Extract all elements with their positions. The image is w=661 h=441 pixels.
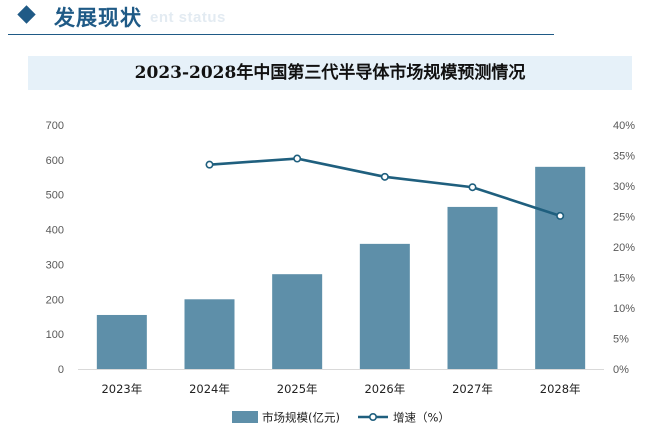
right-tick-label: 10% [613, 303, 635, 315]
x-axis: 2023年 2024年 2025年 2026年 2027年 2028年 [101, 382, 580, 396]
line-point [468, 183, 477, 192]
left-axis: 0 100 200 300 400 500 600 700 [46, 120, 64, 376]
right-axis: 0% 5% 10% 15% 20% 25% 30% 35% 40% [613, 120, 635, 376]
right-tick-label: 25% [613, 212, 635, 224]
category-label: 2025年 [277, 382, 318, 396]
left-tick-label: 500 [46, 190, 64, 202]
section-header: 发展现状 ent status [0, 0, 661, 36]
right-tick-label: 30% [613, 181, 635, 193]
category-label: 2027年 [452, 382, 493, 396]
category-label: 2023年 [101, 382, 142, 396]
legend-line-marker [368, 412, 377, 421]
section-title: 发展现状 [54, 6, 142, 30]
legend-bar-label: 市场规模(亿元) [262, 411, 340, 425]
chart-title-band [28, 56, 632, 90]
right-tick-label: 20% [613, 242, 635, 254]
left-tick-label: 0 [58, 364, 64, 376]
left-tick-label: 400 [46, 225, 64, 237]
right-tick-label: 35% [613, 151, 635, 163]
bar [447, 206, 498, 369]
line-point [380, 172, 389, 181]
bar [272, 274, 323, 369]
line-point [556, 211, 565, 220]
bar [96, 314, 147, 369]
section-subtitle: ent status [150, 9, 226, 26]
line-series [205, 154, 565, 220]
left-tick-label: 200 [46, 294, 64, 306]
left-tick-label: 300 [46, 259, 64, 271]
growth-line [209, 157, 561, 218]
right-tick-label: 5% [613, 334, 629, 346]
category-label: 2028年 [540, 382, 581, 396]
bar [535, 166, 586, 369]
legend: 市场规模(亿元) 增速（%） [232, 411, 450, 425]
category-label: 2024年 [189, 382, 230, 396]
right-tick-label: 0% [613, 364, 629, 376]
bar [359, 243, 410, 369]
line-point [293, 154, 302, 163]
left-tick-label: 600 [46, 155, 64, 167]
chart-title: 2023-2028年中国第三代半导体市场规模预测情况 [134, 63, 526, 83]
header-divider [8, 34, 554, 35]
legend-bar-swatch [232, 411, 258, 423]
left-tick-label: 700 [46, 120, 64, 132]
category-label: 2026年 [364, 382, 405, 396]
legend-line-label: 增速（%） [393, 411, 450, 425]
line-point [205, 160, 214, 169]
left-tick-label: 100 [46, 329, 64, 341]
right-tick-label: 15% [613, 273, 635, 285]
right-tick-label: 40% [613, 120, 635, 132]
bar [184, 299, 235, 369]
bar-series [96, 166, 586, 369]
